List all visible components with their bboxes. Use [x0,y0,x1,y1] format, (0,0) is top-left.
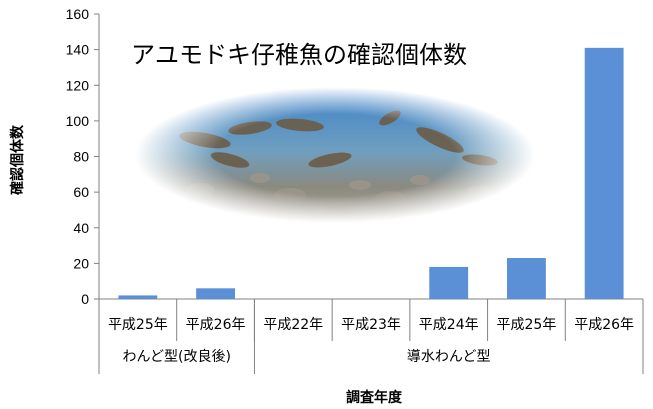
x-category-label: 平成22年 [263,317,323,333]
y-tick-label: 80 [73,149,89,165]
x-group-label: 導水わんど型 [407,349,491,365]
x-category-label: 平成23年 [341,317,401,333]
x-category-label: 平成26年 [574,317,634,333]
x-category-label: 平成24年 [419,317,479,333]
bar [507,258,546,299]
y-tick-label: 140 [66,42,90,58]
bar [584,47,624,299]
y-tick-label: 0 [81,291,89,307]
x-group-label: わんど型(改良後) [122,349,231,365]
x-category-label: 平成25年 [497,317,557,333]
y-tick-label: 120 [66,77,90,93]
y-tick-label: 20 [73,255,89,271]
y-axis-title: 確認個体数 [9,124,26,195]
y-tick-label: 160 [66,6,90,22]
y-tick-label: 40 [73,220,89,236]
x-axis-title: 調査年度 [346,389,403,406]
chart-title: アユモドキ仔稚魚の確認個体数 [131,41,467,69]
bar [196,288,235,299]
x-category-label: 平成25年 [108,317,168,333]
y-tick-label: 60 [73,184,89,200]
bar [429,266,469,299]
fish-photo-image [130,85,540,230]
x-category-label: 平成26年 [186,317,246,333]
bar [118,295,158,299]
y-tick-label: 100 [66,113,90,129]
